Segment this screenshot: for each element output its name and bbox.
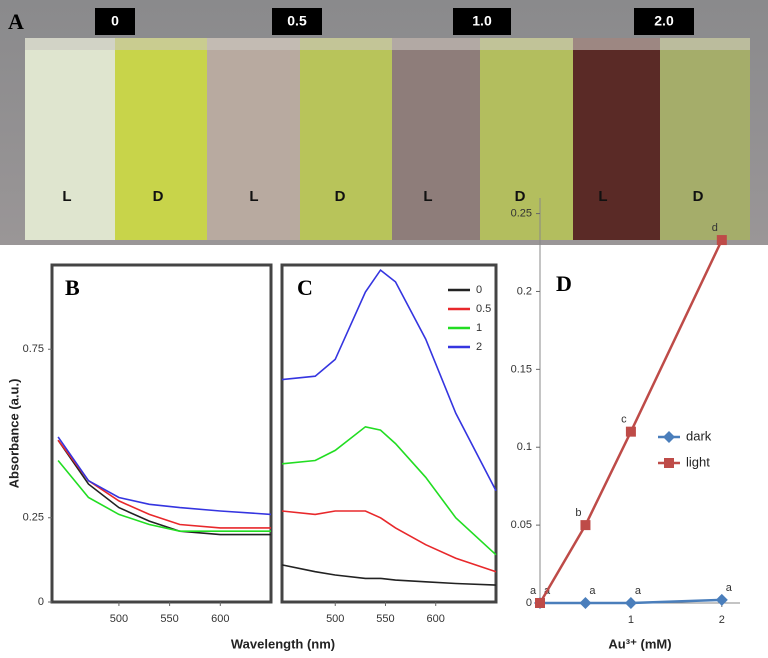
y-tick-label: 0.2 — [517, 285, 532, 297]
legend-label: light — [686, 454, 710, 469]
x-axis-label: Au³⁺ (mM) — [608, 636, 671, 651]
vial-label: D — [153, 188, 164, 205]
vial-rim — [25, 38, 750, 50]
x-tick-label: 2 — [719, 614, 725, 626]
concentration-label: 0.5 — [287, 13, 307, 29]
vial — [300, 38, 392, 240]
x-tick-label: 600 — [427, 613, 445, 625]
point — [624, 597, 637, 609]
vial-label: L — [249, 188, 258, 205]
vial — [660, 38, 750, 240]
x-axis-label: Wavelength (nm) — [231, 636, 335, 651]
y-tick-label: 0.1 — [517, 441, 532, 453]
concentration-label: 0 — [111, 13, 119, 29]
series-line — [281, 510, 497, 573]
vial — [115, 38, 207, 240]
vial-label: L — [62, 188, 71, 205]
series-line — [281, 425, 497, 556]
concentration-box — [272, 8, 322, 35]
y-tick-label: 0.05 — [511, 519, 532, 531]
photo — [0, 0, 768, 245]
series-line — [57, 439, 271, 536]
point-label: c — [621, 414, 627, 426]
point — [625, 426, 636, 437]
legend-label: 2 — [476, 341, 482, 353]
y-tick-label: 0.15 — [511, 363, 532, 375]
series-line — [540, 598, 722, 605]
y-tick-label: 0 — [526, 597, 532, 609]
x-tick-label: 500 — [326, 613, 344, 625]
legend-label: 1 — [476, 322, 482, 334]
y-tick-label: 0.25 — [511, 207, 532, 219]
series-line — [538, 239, 723, 604]
x-tick-label: 550 — [376, 613, 394, 625]
point — [580, 520, 591, 531]
point-label: a — [726, 582, 733, 594]
concentration-box — [634, 8, 694, 35]
panel-label: C — [297, 275, 313, 300]
concentration-box — [95, 8, 135, 35]
vial-label: D — [515, 188, 526, 205]
panel-label: D — [556, 271, 572, 296]
x-tick-label: 600 — [211, 613, 229, 625]
vial — [207, 38, 300, 240]
series-line — [281, 268, 497, 492]
concentration-label: 1.0 — [472, 13, 492, 29]
vial-label: D — [693, 188, 704, 205]
point-label: a — [530, 585, 537, 597]
frame — [50, 263, 273, 604]
vial — [573, 38, 660, 240]
legend-label: 0 — [476, 284, 482, 296]
x-tick-label: 550 — [160, 613, 178, 625]
y-tick-label: 0.25 — [23, 512, 44, 524]
vial — [25, 38, 115, 240]
point — [715, 593, 728, 606]
series-line — [57, 459, 271, 532]
frame — [280, 263, 498, 604]
panel-label: A — [8, 9, 24, 34]
series-line — [281, 564, 497, 586]
y-tick-label: 0.75 — [23, 343, 44, 355]
concentration-box — [453, 8, 511, 35]
vial-label: L — [598, 188, 607, 205]
point — [579, 597, 592, 609]
legend-marker — [663, 431, 675, 443]
point — [535, 598, 545, 608]
x-tick-label: 500 — [110, 613, 128, 625]
point-label: d — [712, 222, 718, 234]
legend-label: 0.5 — [476, 303, 491, 315]
vial-label: L — [423, 188, 432, 205]
y-axis-label: Absorbance (a.u.) — [6, 379, 21, 489]
point-label: b — [575, 507, 581, 519]
concentration-label: 2.0 — [654, 13, 674, 29]
series-line — [57, 436, 272, 516]
legend-label: dark — [686, 428, 712, 443]
x-tick-label: 1 — [628, 614, 634, 626]
panel-label: B — [65, 275, 80, 300]
point-label: a — [589, 585, 596, 597]
vial — [392, 38, 480, 240]
legend-marker — [664, 458, 674, 468]
point — [716, 235, 727, 246]
series-line — [57, 439, 271, 529]
y-tick-label: 0 — [38, 596, 44, 608]
vial-label: D — [335, 188, 346, 205]
vial — [480, 38, 573, 240]
point-label: a — [635, 585, 642, 597]
